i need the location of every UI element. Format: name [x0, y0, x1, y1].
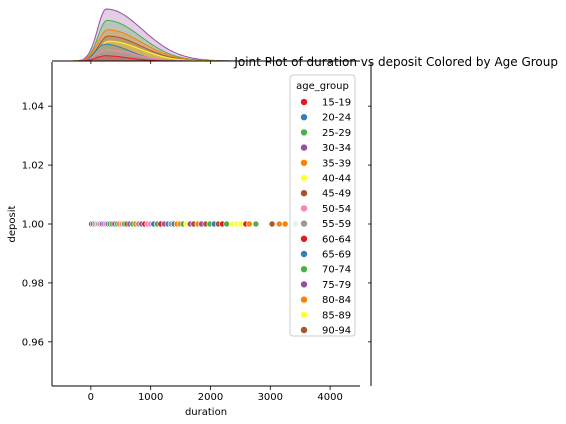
legend-label-5: 40-44	[322, 174, 351, 185]
legend-label-15: 90-94	[322, 326, 351, 337]
legend-label-9: 60-64	[322, 234, 351, 245]
legend-label-2: 25-29	[322, 128, 351, 139]
legend-marker-0	[300, 98, 308, 106]
kde-area-3	[52, 36, 360, 61]
kde-area-8	[52, 55, 360, 61]
legend-label-4: 35-39	[322, 158, 351, 169]
legend-marker-2	[300, 128, 308, 137]
xtick-label-1: 1000	[138, 392, 163, 403]
ytick-label-4: 1.04	[22, 102, 44, 113]
x-axis-label: duration	[185, 407, 227, 418]
legend-label-1: 20-24	[322, 113, 351, 124]
legend-label-14: 85-89	[322, 310, 351, 321]
legend-marker-6	[300, 189, 308, 197]
legend-marker-10	[300, 250, 308, 258]
legend-marker-13	[300, 295, 308, 304]
legend-title: age_group	[296, 81, 349, 92]
xtick-label-2: 2000	[198, 392, 223, 403]
legend-marker-11	[300, 265, 308, 274]
legend-label-8: 55-59	[322, 219, 351, 230]
legend-label-3: 30-34	[322, 143, 351, 154]
legend-label-11: 70-74	[322, 265, 351, 276]
legend-marker-5	[300, 174, 308, 182]
legend-marker-9	[300, 235, 308, 243]
legend-marker-7	[300, 204, 308, 213]
scatter-point-55	[281, 220, 289, 228]
legend-label-10: 65-69	[322, 250, 351, 261]
marginal-kde-panel	[52, 8, 360, 64]
legend-marker-15	[300, 326, 308, 334]
legend-label-12: 75-79	[322, 280, 351, 291]
legend-label-13: 80-84	[322, 295, 351, 306]
scatter-point-46	[223, 220, 230, 228]
legend-label-6: 45-49	[322, 189, 351, 200]
legend-label-0: 15-19	[322, 98, 351, 109]
kde-area-7	[52, 52, 360, 61]
legend-marker-4	[300, 159, 308, 167]
ytick-label-3: 1.02	[22, 161, 44, 172]
legend-marker-12	[300, 280, 308, 289]
legend-label-7: 50-54	[322, 204, 351, 215]
ytick-label-1: 0.98	[22, 278, 44, 289]
xtick-label-3: 3000	[258, 392, 283, 403]
scatter-point-51	[246, 220, 253, 228]
ytick-label-2: 1.00	[22, 220, 44, 231]
scatter-point-52	[252, 220, 260, 228]
legend-marker-3	[300, 143, 308, 152]
y-axis-label: deposit	[7, 205, 18, 242]
legend-marker-8	[300, 219, 308, 228]
legend: age_group 15-19 20-24 25-29 30-34 35-39 40-44 4…	[289, 74, 356, 337]
kde-area-0	[52, 9, 360, 61]
scatter-point-54	[275, 220, 283, 228]
scatter-point-53	[268, 220, 276, 228]
legend-marker-1	[300, 113, 308, 121]
xtick-label-0: 0	[88, 392, 94, 403]
ytick-label-0: 0.96	[22, 337, 44, 348]
legend-marker-14	[300, 310, 308, 319]
chart-title: Joint Plot of duration vs deposit Colore…	[233, 55, 558, 69]
main-scatter-panel: 0 1000 2000 3000 4000 0.96 0.98 1.00 1.02 1.04 dur…	[7, 62, 372, 418]
kde-area-5	[52, 44, 360, 61]
xtick-label-4: 4000	[317, 392, 342, 403]
